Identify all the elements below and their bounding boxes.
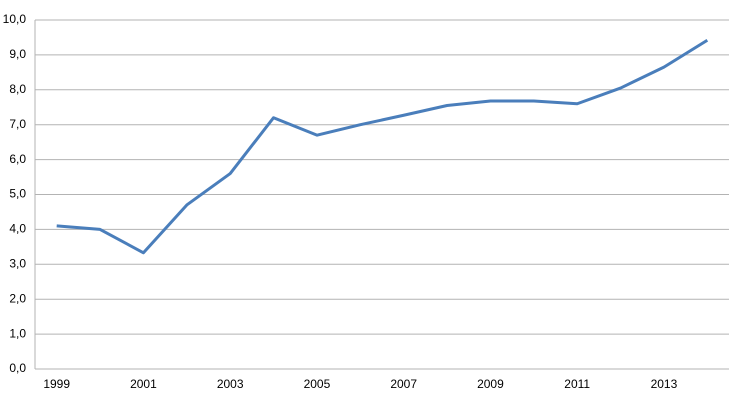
y-tick-label: 9,0 [9, 47, 26, 61]
x-tick-label: 2001 [130, 377, 157, 391]
y-tick-label: 8,0 [9, 82, 26, 96]
y-tick-label: 5,0 [9, 187, 26, 201]
y-tick-label: 1,0 [9, 326, 26, 340]
x-tick-label: 2003 [217, 377, 244, 391]
x-tick-label: 1999 [43, 377, 70, 391]
data-line [56, 38, 709, 255]
y-tick-label: 2,0 [9, 291, 26, 305]
y-tick-label: 0,0 [9, 361, 26, 375]
y-tick-label: 3,0 [9, 256, 26, 270]
x-tick-label: 2009 [477, 377, 504, 391]
x-tick-label: 2007 [390, 377, 417, 391]
y-tick-label: 4,0 [9, 222, 26, 236]
x-tick-label: 2011 [564, 377, 590, 391]
y-tick-label: 10,0 [3, 12, 27, 26]
y-tick-label: 6,0 [9, 152, 26, 166]
x-tick-label: 2005 [304, 377, 331, 391]
y-tick-label: 7,0 [9, 117, 26, 131]
x-tick-label: 2013 [651, 377, 678, 391]
